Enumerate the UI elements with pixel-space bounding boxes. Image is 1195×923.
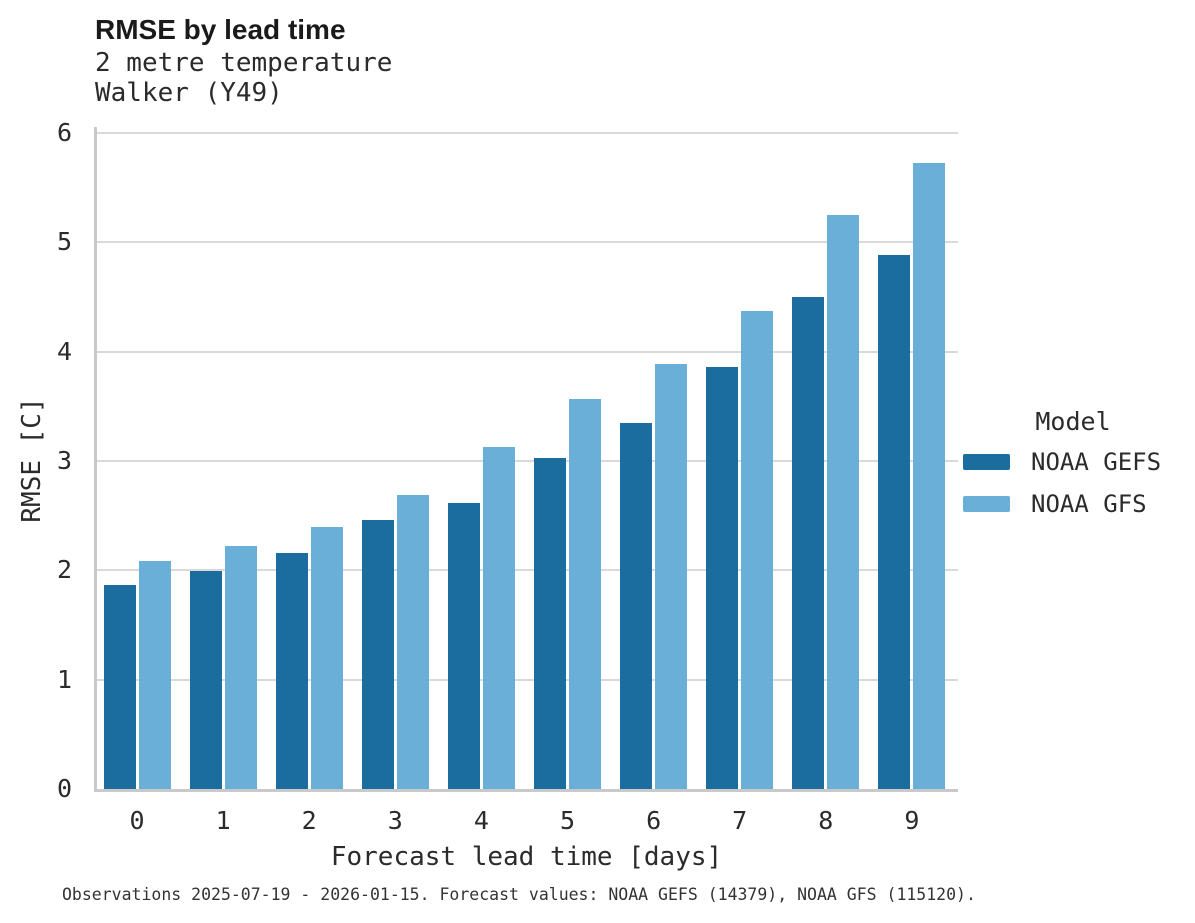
x-tick-label-2: 2 — [301, 806, 317, 835]
legend-swatch-noaa-gefs — [963, 454, 1010, 470]
y-tick-label-3: 3 — [56, 446, 72, 475]
x-tick-label-5: 5 — [559, 806, 576, 835]
legend-title: Model — [1035, 407, 1111, 436]
y-tick-label-2: 2 — [56, 555, 72, 585]
legend-item-noaa-gfs: NOAA GFS — [963, 490, 1183, 518]
legend-label-noaa-gfs: NOAA GFS — [1031, 490, 1147, 518]
y-tick-label-6: 6 — [56, 118, 72, 147]
bar-noaa-gefs-day4 — [447, 502, 480, 789]
legend-item-noaa-gefs: NOAA GEFS — [963, 448, 1183, 476]
bar-noaa-gfs-day5 — [569, 398, 601, 789]
bar-noaa-gfs-day4 — [482, 446, 515, 789]
bar-noaa-gefs-day5 — [534, 457, 566, 789]
bar-noaa-gefs-day9 — [878, 255, 911, 789]
bar-noaa-gefs-day1 — [189, 571, 222, 789]
gridline-y1 — [97, 678, 958, 681]
y-tick-label-5: 5 — [56, 227, 72, 257]
x-tick-label-3: 3 — [387, 806, 403, 835]
gridline-y2 — [97, 569, 958, 572]
y-tick-label-4: 4 — [56, 336, 72, 366]
bar-noaa-gefs-day6 — [620, 422, 653, 789]
bar-noaa-gfs-day0 — [138, 560, 171, 789]
plot-area — [94, 127, 958, 792]
gridline-y6 — [97, 132, 958, 134]
x-tick-label-1: 1 — [215, 806, 231, 835]
bar-noaa-gfs-day8 — [827, 215, 860, 789]
gridline-y3 — [97, 460, 958, 462]
y-tick-label-1: 1 — [56, 664, 72, 694]
gridline-y5 — [97, 241, 958, 244]
y-tick-label-0: 0 — [56, 774, 72, 803]
x-tick-label-4: 4 — [473, 806, 489, 835]
bar-noaa-gfs-day9 — [913, 162, 946, 789]
bar-noaa-gefs-day0 — [103, 584, 136, 789]
legend-swatch-noaa-gfs — [963, 496, 1010, 512]
footnote: Observations 2025-07-19 - 2026-01-15. Fo… — [62, 885, 976, 904]
x-axis-title: Forecast lead time [days] — [330, 842, 723, 872]
legend: Model NOAA GEFS NOAA GFS — [963, 408, 1183, 532]
x-tick-label-9: 9 — [904, 806, 920, 835]
bar-noaa-gefs-day7 — [706, 366, 739, 789]
x-tick-label-8: 8 — [818, 806, 834, 835]
bar-noaa-gefs-day8 — [792, 297, 825, 789]
chart-subtitle-station: Walker (Y49) — [95, 78, 283, 108]
bar-noaa-gefs-day2 — [275, 552, 308, 789]
x-tick-label-6: 6 — [646, 806, 662, 835]
bar-noaa-gefs-day3 — [361, 520, 394, 789]
x-tick-label-7: 7 — [732, 806, 748, 835]
chart-title: RMSE by lead time — [95, 14, 346, 45]
bar-noaa-gfs-day1 — [224, 546, 257, 789]
bar-noaa-gfs-day3 — [396, 494, 429, 789]
chart-subtitle-variable: 2 metre temperature — [95, 48, 393, 78]
chart-header: RMSE by lead time 2 metre temperature Wa… — [95, 12, 392, 108]
gridline-y4 — [97, 350, 958, 353]
bar-noaa-gfs-day7 — [741, 311, 774, 789]
x-tick-label-0: 0 — [129, 806, 145, 835]
legend-label-noaa-gefs: NOAA GEFS — [1031, 448, 1162, 476]
bar-noaa-gfs-day6 — [655, 363, 688, 789]
bar-noaa-gfs-day2 — [310, 526, 343, 789]
